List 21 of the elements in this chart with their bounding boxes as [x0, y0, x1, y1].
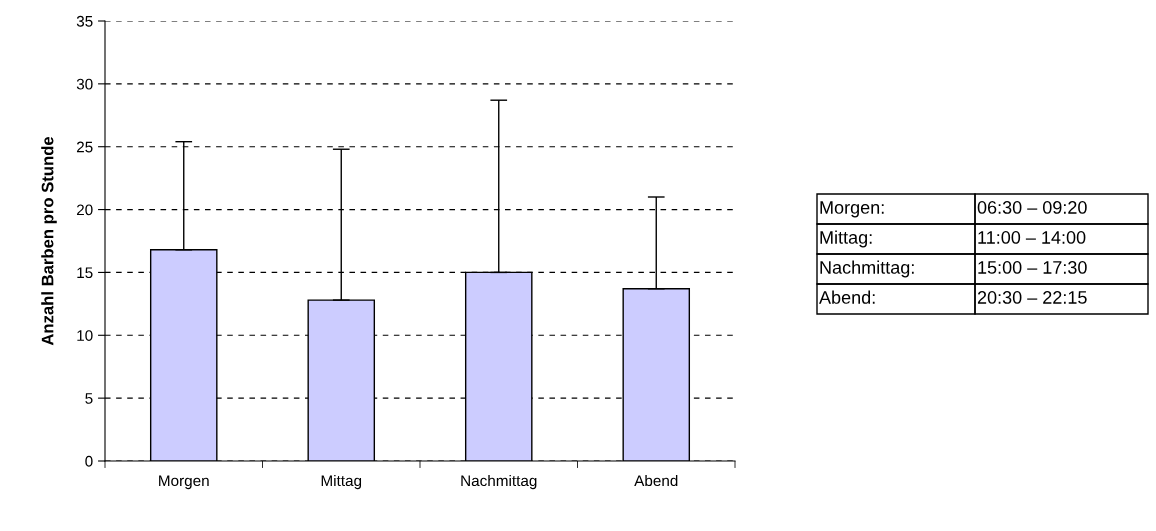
text: Nachmittag: [820, 260, 914, 278]
text: 20:30 – 22:15 [977, 291, 1087, 304]
x-tick-label: Mittag [321, 474, 362, 490]
y-tick-label: 25 [76, 141, 93, 153]
text: Morgen: [820, 201, 884, 218]
y-tick-label: 10 [77, 330, 93, 341]
x-tick-label: Nachmittag [461, 474, 537, 490]
y-axis-title: Anzahl Barben pro Stunde [41, 136, 57, 346]
y-tick-label: 35 [76, 15, 93, 27]
text: 15:00 – 17:30 [978, 261, 1087, 274]
y-tick-label: 15 [77, 267, 93, 279]
x-tick-label: Abend [634, 474, 678, 487]
y-tick-label: 0 [85, 455, 93, 467]
y-tick-label: 30 [76, 78, 93, 90]
y-tick-label: 20 [76, 204, 93, 216]
text: 06:30 – 09:20 [977, 201, 1087, 214]
text: Abend: [819, 290, 875, 304]
text: Mittag: [820, 230, 872, 248]
text: 11:00 – 14:00 [978, 231, 1086, 244]
x-tick-label: Morgen [159, 475, 209, 490]
y-tick-label: 5 [85, 393, 93, 404]
